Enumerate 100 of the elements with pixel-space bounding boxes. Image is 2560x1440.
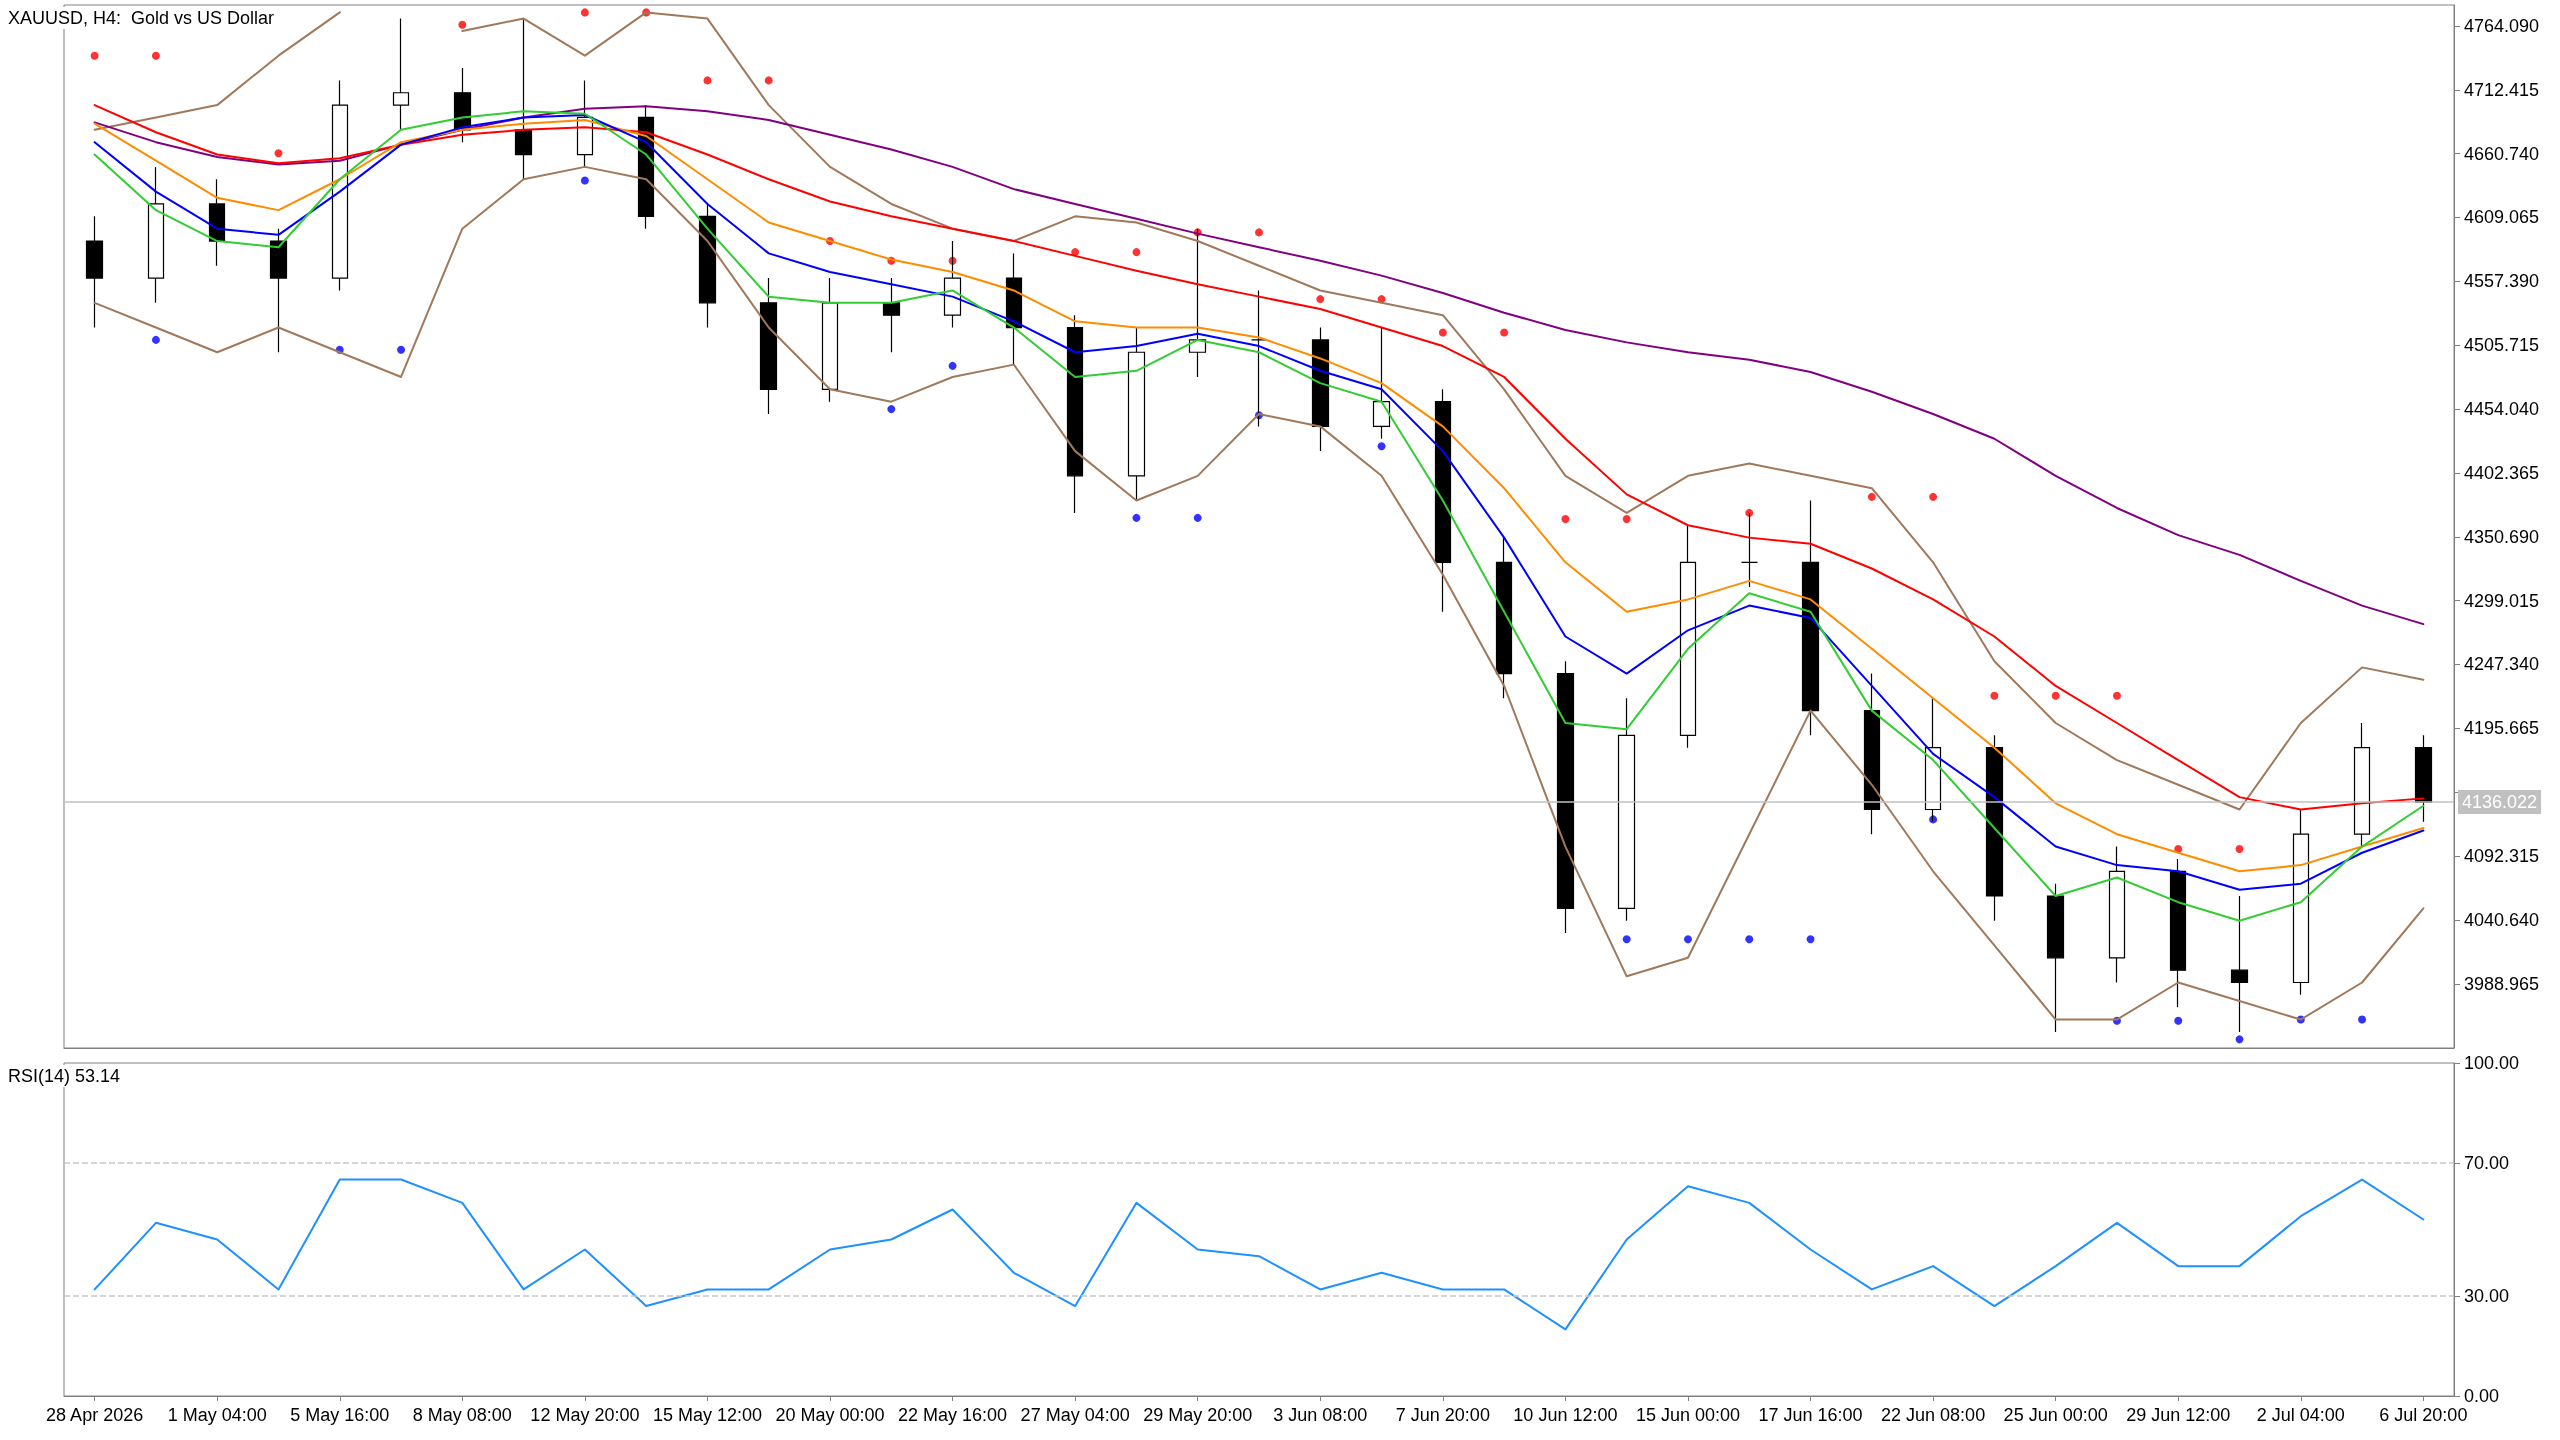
point xyxy=(1867,492,1876,501)
x-tick-label: 27 May 04:00 xyxy=(1020,1405,1130,1425)
x-tick-label: 15 Jun 00:00 xyxy=(1635,1405,1741,1425)
line-series xyxy=(93,1178,2425,1331)
candlestick xyxy=(1434,388,1452,613)
candlestick xyxy=(85,215,104,329)
y-tick-label: 100.00 xyxy=(2464,1053,2520,1073)
candlestick xyxy=(821,277,839,403)
point xyxy=(580,176,589,185)
point xyxy=(887,405,896,414)
candlestick xyxy=(1985,734,2004,922)
point xyxy=(1622,515,1631,524)
point xyxy=(274,149,283,158)
point xyxy=(580,8,589,17)
candlestick xyxy=(2292,808,2310,996)
point xyxy=(1193,513,1202,522)
ref-line-label: 4136.022 xyxy=(2462,792,2538,813)
x-tick-label: 29 May 20:00 xyxy=(1143,1405,1253,1425)
y-tick-label: 4040.640 xyxy=(2464,909,2540,930)
candlestick xyxy=(392,17,410,131)
candlestick xyxy=(1801,499,1820,736)
point xyxy=(1622,935,1631,944)
x-tick-label: 1 May 04:00 xyxy=(167,1405,267,1425)
x-tick-label: 15 May 12:00 xyxy=(652,1405,762,1425)
point xyxy=(703,76,712,85)
x-tick-label: 8 May 08:00 xyxy=(412,1405,512,1425)
candlestick xyxy=(1495,537,1513,699)
point xyxy=(397,345,406,354)
x-tick-label: 29 Jun 12:00 xyxy=(2126,1405,2231,1425)
point xyxy=(151,51,160,60)
point xyxy=(2358,1015,2367,1024)
chart-title: XAUUSD, H4: Gold vs US Dollar xyxy=(8,8,275,28)
candlestick xyxy=(147,166,165,304)
point xyxy=(1990,691,1999,700)
y-tick-label: 4195.665 xyxy=(2464,718,2540,739)
y-tick-label: 4660.740 xyxy=(2464,143,2540,164)
point xyxy=(1500,328,1509,337)
candlestick xyxy=(2108,845,2126,984)
candlestick xyxy=(514,17,533,180)
y-tick-label: 4764.090 xyxy=(2464,15,2540,36)
x-tick-label: 22 Jun 08:00 xyxy=(1881,1405,1986,1425)
x-tick-label: 5 May 16:00 xyxy=(290,1405,390,1425)
y-tick-label: 3988.965 xyxy=(2464,973,2540,994)
x-tick-label: 25 Jun 00:00 xyxy=(2003,1405,2108,1425)
point xyxy=(1806,935,1815,944)
point xyxy=(151,335,160,344)
point xyxy=(1316,295,1325,304)
y-tick-label: 4557.390 xyxy=(2464,271,2540,292)
point xyxy=(90,51,99,60)
candlestick xyxy=(331,79,349,292)
point xyxy=(2235,1035,2244,1044)
candlestick xyxy=(882,277,901,353)
y-tick-label: 4247.340 xyxy=(2464,654,2540,675)
y-tick-label: 4299.015 xyxy=(2464,590,2540,611)
y-tick-label: 4505.715 xyxy=(2464,335,2540,356)
y-tick-label: 4712.415 xyxy=(2464,79,2540,100)
candlestick xyxy=(1005,252,1023,366)
candlestick xyxy=(2353,722,2371,848)
point xyxy=(1745,508,1754,517)
candlestick xyxy=(1127,326,1146,502)
y-tick-label: 4092.315 xyxy=(2464,846,2540,867)
candlestick xyxy=(759,277,778,415)
candlestick xyxy=(2046,883,2065,1033)
x-tick-label: 12 May 20:00 xyxy=(530,1405,640,1425)
point xyxy=(1255,228,1263,237)
y-tick-label: 4350.690 xyxy=(2464,526,2540,547)
y-tick-label: 70.00 xyxy=(2464,1152,2510,1173)
candlestick xyxy=(269,228,288,353)
x-tick-label: 20 May 00:00 xyxy=(775,1405,885,1425)
x-tick-label: 17 Jun 16:00 xyxy=(1758,1405,1863,1425)
point xyxy=(2174,1016,2183,1025)
y-tick-label: 4454.040 xyxy=(2464,399,2540,420)
line-series xyxy=(93,105,2425,626)
candlestick xyxy=(1311,326,1330,452)
candlestick xyxy=(2230,895,2249,1033)
candlestick xyxy=(1250,289,1268,427)
candlestick xyxy=(1066,314,1084,514)
y-tick-label: 4402.365 xyxy=(2464,462,2540,483)
point xyxy=(2235,845,2244,854)
x-tick-label: 28 Apr 2026 xyxy=(46,1405,144,1425)
candlestick xyxy=(1617,697,1636,922)
point xyxy=(1132,248,1141,257)
point xyxy=(2051,691,2060,700)
candlestick xyxy=(1679,524,1697,749)
candlestick xyxy=(208,178,226,267)
candlestick xyxy=(2414,734,2433,823)
point xyxy=(1132,513,1141,522)
point xyxy=(2112,691,2121,700)
x-tick-label: 22 May 16:00 xyxy=(898,1405,1008,1425)
y-tick-label: 30.00 xyxy=(2464,1286,2510,1307)
x-tick-label: 3 Jun 08:00 xyxy=(1273,1405,1368,1425)
point xyxy=(1377,442,1386,451)
point xyxy=(458,20,467,29)
y-tick-label: 0.00 xyxy=(2464,1386,2500,1406)
point xyxy=(1561,515,1570,524)
point xyxy=(948,361,957,370)
candlestick xyxy=(1372,326,1391,440)
chart-title: RSI(14) 53.14 xyxy=(8,1066,121,1086)
point xyxy=(1745,935,1754,944)
x-tick-label: 10 Jun 12:00 xyxy=(1513,1405,1618,1425)
